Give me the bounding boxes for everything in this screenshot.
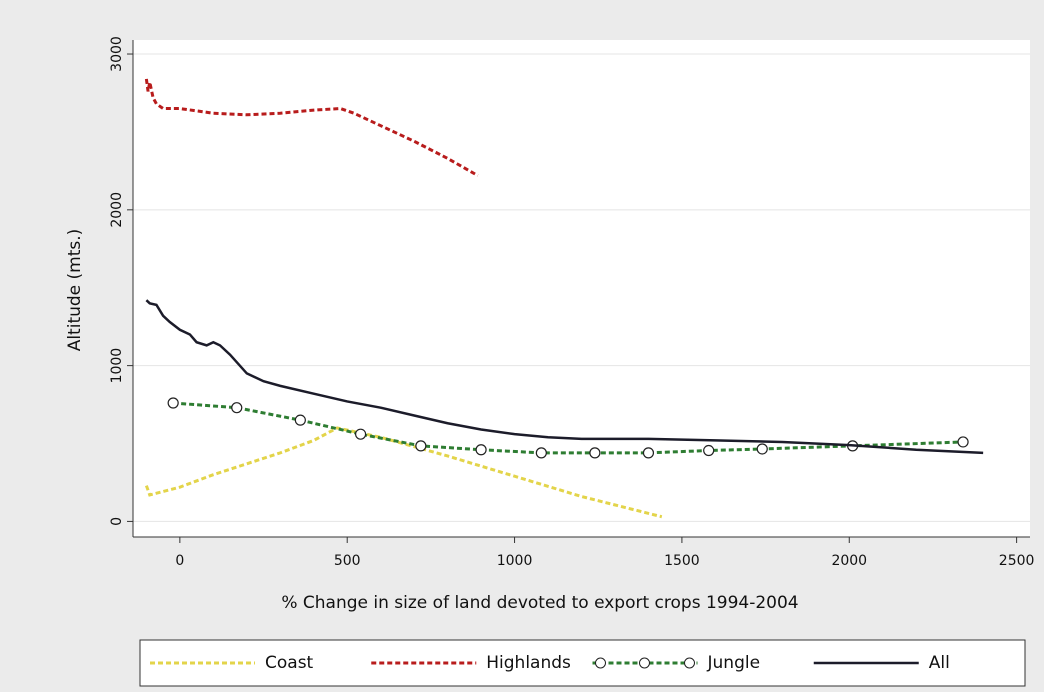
series-marker bbox=[231, 402, 243, 414]
y-tick-label: 3000 bbox=[109, 36, 125, 72]
series-marker bbox=[703, 444, 715, 457]
legend-marker bbox=[684, 657, 695, 669]
y-tick-label: 2000 bbox=[109, 192, 125, 228]
x-tick-label: 1000 bbox=[497, 553, 533, 569]
series-marker bbox=[415, 440, 427, 452]
legend-marker bbox=[639, 657, 650, 669]
x-tick-label: 0 bbox=[175, 553, 184, 569]
series-line bbox=[144, 426, 663, 519]
plot-area bbox=[133, 40, 1030, 537]
x-tick-label: 2500 bbox=[999, 553, 1035, 569]
y-tick-label: 0 bbox=[109, 517, 125, 526]
series-marker bbox=[756, 443, 768, 455]
x-tick-label: 1500 bbox=[664, 553, 700, 569]
legend-label: Coast bbox=[265, 653, 314, 673]
series-line bbox=[145, 299, 984, 455]
y-axis-title: Altitude (mts.) bbox=[65, 229, 85, 352]
y-tick-label: 1000 bbox=[109, 348, 125, 384]
series-marker bbox=[642, 447, 655, 459]
legend-marker bbox=[595, 657, 606, 669]
series-marker bbox=[475, 444, 487, 456]
x-tick-label: 500 bbox=[334, 553, 361, 569]
series-marker bbox=[589, 447, 601, 459]
series-marker bbox=[294, 414, 306, 426]
series-marker bbox=[167, 397, 179, 409]
legend-label: Jungle bbox=[707, 653, 761, 673]
series-marker bbox=[535, 447, 547, 459]
series-line bbox=[144, 78, 479, 177]
series-marker bbox=[957, 436, 969, 448]
x-tick-label: 2000 bbox=[831, 553, 867, 569]
series-marker bbox=[354, 428, 367, 440]
legend-label: All bbox=[929, 653, 950, 673]
x-axis-title: % Change in size of land devoted to expo… bbox=[281, 593, 798, 613]
legend-label: Highlands bbox=[486, 653, 571, 673]
